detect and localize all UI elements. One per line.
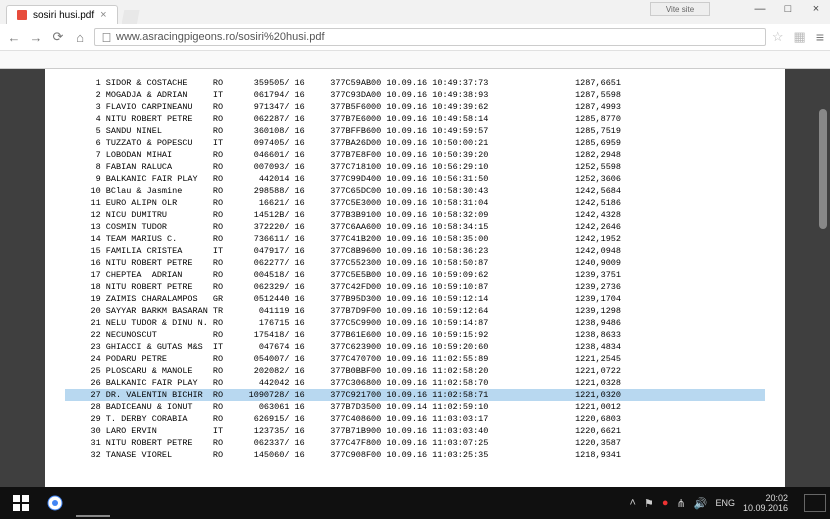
taskbar-chrome-icon[interactable]	[38, 489, 72, 517]
result-row[interactable]: 3 FLAVIO CARPINEANU RO 971347/ 16 377B5F…	[65, 101, 765, 113]
result-row[interactable]: 16 NITU ROBERT PETRE RO 062277/ 16 377C5…	[65, 257, 765, 269]
result-row[interactable]: 32 TANASE VIOREL RO 145060/ 16 377C908F0…	[65, 449, 765, 461]
result-row[interactable]: 8 FABIAN RALUCA RO 007093/ 16 377C718100…	[65, 161, 765, 173]
tab-bar: sosiri husi.pdf × Vite site ― □ ×	[0, 0, 830, 24]
result-row[interactable]: 26 BALKANIC FAIR PLAY RO 442042 16 377C3…	[65, 377, 765, 389]
result-row[interactable]: 17 CHEPTEA ADRIAN RO 004518/ 16 377C5E5B…	[65, 269, 765, 281]
pdf-viewer[interactable]: 1 SIDOR & COSTACHE RO 359505/ 16 377C59A…	[0, 69, 830, 487]
close-tab-icon[interactable]: ×	[100, 9, 106, 21]
system-tray: ˄ ⚑ ● ⋔ 🔊 ENG 20:02 10.09.2016	[630, 493, 826, 513]
extension-badge[interactable]: Vite site	[650, 2, 710, 16]
pdf-icon	[17, 10, 27, 20]
url-field[interactable]: www.asracingpigeons.ro/sosiri%20husi.pdf	[94, 28, 766, 46]
apps-icon[interactable]: ▦	[794, 29, 806, 45]
taskbar: ˄ ⚑ ● ⋔ 🔊 ENG 20:02 10.09.2016	[0, 487, 830, 519]
result-row[interactable]: 25 PLOSCARU & MANOLE RO 202082/ 16 377B0…	[65, 365, 765, 377]
result-row[interactable]: 28 BADICEANU & IONUT RO 063061 16 377B7D…	[65, 401, 765, 413]
result-row[interactable]: 12 NICU DUMITRU RO 14512B/ 16 377B3B9100…	[65, 209, 765, 221]
notification-center-icon[interactable]	[804, 494, 826, 512]
maximize-button[interactable]: □	[774, 0, 802, 18]
result-row[interactable]: 21 NELU TUDOR & DINU N. RO 176715 16 377…	[65, 317, 765, 329]
url-text: www.asracingpigeons.ro/sosiri%20husi.pdf	[116, 31, 325, 43]
forward-button[interactable]: →	[28, 29, 44, 45]
bookmark-bar	[0, 50, 830, 68]
new-tab-button[interactable]	[122, 10, 140, 24]
result-row[interactable]: 5 SANDU NINEL RO 360108/ 16 377BFFB600 1…	[65, 125, 765, 137]
result-row[interactable]: 9 BALKANIC FAIR PLAY RO 442014 16 377C99…	[65, 173, 765, 185]
home-button[interactable]: ⌂	[72, 29, 88, 45]
minimize-button[interactable]: ―	[746, 0, 774, 18]
result-row[interactable]: 15 FAMILIA CRISTEA IT 047917/ 16 377C8B9…	[65, 245, 765, 257]
result-row[interactable]: 11 EURO ALIPN OLR RO 16621/ 16 377C5E300…	[65, 197, 765, 209]
result-row[interactable]: 2 MOGADJA & ADRIAN IT 061794/ 16 377C93D…	[65, 89, 765, 101]
language-indicator[interactable]: ENG	[715, 498, 735, 508]
flag-icon[interactable]: ⚑	[644, 497, 654, 510]
result-row[interactable]: 4 NITU ROBERT PETRE RO 062287/ 16 377B7E…	[65, 113, 765, 125]
browser-tab[interactable]: sosiri husi.pdf ×	[6, 5, 118, 24]
window-controls: ― □ ×	[746, 0, 830, 18]
result-row[interactable]: 1 SIDOR & COSTACHE RO 359505/ 16 377C59A…	[65, 77, 765, 89]
result-row[interactable]: 19 ZAIMIS CHARALAMPOS GR 0512440 16 377B…	[65, 293, 765, 305]
pdf-page: 1 SIDOR & COSTACHE RO 359505/ 16 377C59A…	[45, 69, 785, 487]
result-row[interactable]: 7 LOBODAN MIHAI RO 046601/ 16 377B7E8F00…	[65, 149, 765, 161]
result-row[interactable]: 13 COSMIN TUDOR RO 372220/ 16 377C6AA600…	[65, 221, 765, 233]
wifi-icon[interactable]: ⋔	[677, 497, 686, 510]
start-button[interactable]	[4, 489, 38, 517]
close-window-button[interactable]: ×	[802, 0, 830, 18]
result-row[interactable]: 22 NECUNOSCUT RO 175418/ 16 377B61E600 1…	[65, 329, 765, 341]
clock-time: 20:02	[743, 493, 788, 503]
tab-title: sosiri husi.pdf	[33, 10, 94, 21]
clock[interactable]: 20:02 10.09.2016	[743, 493, 794, 513]
result-row[interactable]: 29 T. DERBY CORABIA RO 626915/ 16 377C40…	[65, 413, 765, 425]
red-dot-icon[interactable]: ●	[662, 497, 669, 509]
address-bar: ← → ⟳ ⌂ www.asracingpigeons.ro/sosiri%20…	[0, 24, 830, 50]
bookmark-icon[interactable]: ☆	[772, 29, 784, 45]
result-row[interactable]: 10 BClau & Jasmine RO 298588/ 16 377C65D…	[65, 185, 765, 197]
result-row[interactable]: 31 NITU ROBERT PETRE RO 062337/ 16 377C4…	[65, 437, 765, 449]
result-row[interactable]: 23 GHIACCI & GUTAS M&S IT 047674 16 377C…	[65, 341, 765, 353]
result-row[interactable]: 6 TUZZATO & POPESCU IT 097405/ 16 377BA2…	[65, 137, 765, 149]
reload-button[interactable]: ⟳	[50, 29, 66, 45]
back-button[interactable]: ←	[6, 29, 22, 45]
chrome-window: sosiri husi.pdf × Vite site ― □ × ← → ⟳ …	[0, 0, 830, 69]
result-row[interactable]: 14 TEAM MARIUS C. RO 736611/ 16 377C41B2…	[65, 233, 765, 245]
result-row[interactable]: 27 DR. VALENTIN BICHIR RO 1090728/ 16 37…	[65, 389, 765, 401]
scrollbar-thumb[interactable]	[819, 109, 827, 229]
result-row[interactable]: 18 NITU ROBERT PETRE RO 062329/ 16 377C4…	[65, 281, 765, 293]
tray-chevron-icon[interactable]: ˄	[630, 497, 636, 509]
menu-button[interactable]: ≡	[816, 29, 824, 45]
clock-date: 10.09.2016	[743, 503, 788, 513]
result-row[interactable]: 24 PODARU PETRE RO 054007/ 16 377C470700…	[65, 353, 765, 365]
volume-icon[interactable]: 🔊	[694, 497, 708, 510]
result-row[interactable]: 30 LARO ERVIN IT 123735/ 16 377B71B900 1…	[65, 425, 765, 437]
result-row[interactable]: 20 SAYYAR BARKM BASARAN TR 041119 16 377…	[65, 305, 765, 317]
file-icon	[101, 32, 112, 43]
